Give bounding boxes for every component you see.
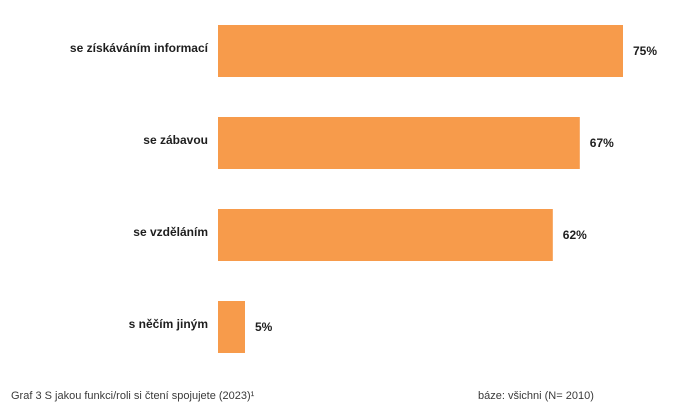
category-label: s něčím jiným [129,317,208,331]
category-label: se získáváním informací [70,41,209,55]
base-note: báze: všichni (N= 2010) [478,390,594,402]
bar [218,209,553,261]
bar-group: s něčím jiným 5% [129,301,273,353]
category-label: se vzděláním [133,225,208,239]
category-label: se zábavou [143,133,208,147]
bar [218,25,623,77]
value-label: 5% [255,320,273,334]
chart-caption: Graf 3 S jakou funkci/roli si čtení spoj… [11,390,255,402]
bar-group: se získáváním informací 75% [70,25,657,77]
value-label: 62% [563,228,587,242]
bar [218,301,245,353]
value-label: 67% [590,136,614,150]
bar-group: se zábavou 67% [143,117,614,169]
value-label: 75% [633,44,657,58]
bar [218,117,580,169]
bars-layer: se získáváním informací 75%se zábavou 67%s… [70,25,657,353]
bar-group: se vzděláním 62% [133,209,587,261]
